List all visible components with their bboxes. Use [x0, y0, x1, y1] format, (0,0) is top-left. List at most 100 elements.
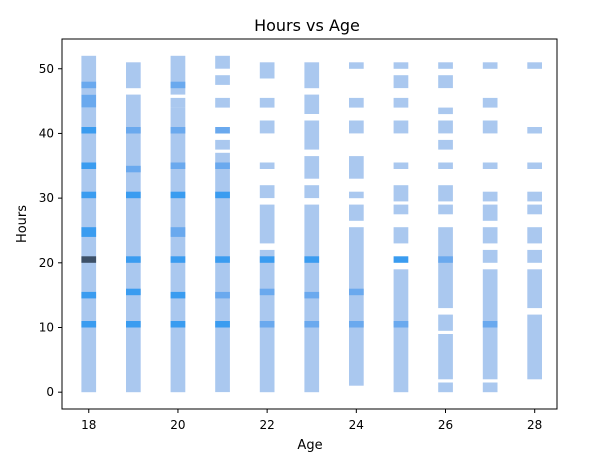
heatmap-cell: [126, 288, 141, 296]
heatmap-cell: [393, 321, 409, 328]
heatmap-cell: [215, 55, 230, 69]
heatmap-cells: [81, 55, 542, 393]
heatmap-cell: [304, 321, 320, 328]
heatmap-cell: [482, 227, 498, 244]
y-axis-ticks: 0 10 20 30 40 50: [39, 62, 62, 399]
heatmap-cell: [393, 97, 409, 108]
x-axis-label: Age: [297, 438, 322, 453]
heatmap-cell: [126, 127, 141, 134]
heatmap-cell: [482, 97, 498, 108]
heatmap-cell: [126, 94, 141, 393]
heatmap-cell: [81, 256, 97, 263]
heatmap-cell: [259, 97, 275, 108]
heatmap-cell: [81, 55, 97, 95]
heatmap-cell: [393, 75, 409, 89]
heatmap-cell: [527, 127, 542, 134]
heatmap-cell: [259, 62, 275, 79]
heatmap-cell: [126, 191, 141, 199]
heatmap-cell: [527, 191, 542, 202]
heatmap-cell: [527, 227, 542, 244]
heatmap-cell: [170, 191, 186, 199]
x-tick-label: 18: [81, 418, 96, 432]
heatmap-cell: [170, 81, 186, 89]
heatmap-cell: [170, 256, 186, 263]
heatmap-cell: [304, 217, 320, 393]
heatmap-cell: [259, 256, 275, 263]
heatmap-cell: [438, 62, 453, 69]
heatmap-cell: [393, 269, 409, 393]
heatmap-cell: [438, 256, 453, 263]
heatmap-cell: [215, 139, 230, 150]
y-tick-label: 30: [39, 191, 54, 205]
heatmap-cell: [170, 55, 186, 95]
heatmap-cell: [349, 204, 364, 221]
heatmap-cell: [126, 62, 141, 89]
heatmap-cell: [527, 62, 542, 69]
heatmap-cell: [482, 321, 498, 328]
heatmap-cell: [349, 97, 364, 108]
heatmap-cell: [438, 107, 453, 115]
plot-frame: [61, 38, 558, 410]
heatmap-cell: [438, 382, 453, 393]
heatmap-cell: [126, 256, 141, 263]
heatmap-cell: [170, 291, 186, 299]
heatmap-cell: [482, 162, 498, 169]
heatmap-cell: [527, 162, 542, 169]
heatmap-cell: [393, 227, 409, 244]
heatmap-cell: [170, 97, 186, 108]
x-tick-label: 28: [527, 418, 542, 432]
heatmap-cell: [349, 191, 364, 199]
heatmap-cell: [304, 291, 320, 299]
y-tick-label: 10: [39, 320, 54, 334]
heatmap-cell: [482, 382, 498, 393]
heatmap-cell: [438, 162, 453, 169]
heatmap-cell: [81, 191, 97, 199]
heatmap-cell: [393, 162, 409, 169]
heatmap-cell: [527, 249, 542, 263]
heatmap-cell: [393, 256, 409, 263]
heatmap-cell: [170, 127, 186, 134]
heatmap-cell: [349, 227, 364, 386]
heatmap-cell: [349, 288, 364, 296]
heatmap-cell: [304, 62, 320, 89]
heatmap-cell: [349, 62, 364, 69]
heatmap-cell: [527, 314, 542, 380]
heatmap-cell: [215, 321, 230, 328]
heatmap-cell: [259, 120, 275, 134]
x-axis-ticks: 18 20 22 24 26 28: [81, 409, 542, 432]
heatmap-cell: [482, 191, 498, 202]
heatmap-cell: [438, 120, 453, 134]
heatmap-cell: [438, 314, 453, 331]
heatmap-cell: [215, 256, 230, 263]
heatmap-cell: [527, 269, 542, 309]
heatmap-cell: [393, 204, 409, 215]
heatmap-cell: [349, 156, 364, 179]
heatmap-cell: [349, 321, 364, 328]
x-tick-label: 24: [349, 418, 364, 432]
heatmap-cell: [170, 321, 186, 328]
heatmap-cell: [259, 288, 275, 296]
heatmap-cell: [527, 204, 542, 215]
heatmap-cell: [482, 204, 498, 221]
heatmap-cell: [304, 204, 320, 218]
heatmap-cell: [81, 162, 97, 169]
heatmap-cell: [349, 120, 364, 134]
heatmap-cell: [393, 185, 409, 202]
heatmap-cell: [259, 321, 275, 328]
heatmap-cell: [215, 152, 230, 393]
heatmap-cell: [126, 321, 141, 328]
y-tick-label: 40: [39, 126, 54, 140]
heatmap-cell: [215, 191, 230, 199]
chart-title: Hours vs Age: [254, 16, 360, 35]
x-tick-label: 26: [438, 418, 453, 432]
heatmap-cell: [81, 227, 97, 237]
heatmap-cell: [438, 227, 453, 309]
heatmap-cell: [215, 291, 230, 299]
heatmap-cell: [304, 94, 320, 114]
heatmap-cell: [393, 62, 409, 69]
heatmap-cell: [482, 249, 498, 263]
heatmap-cell: [482, 62, 498, 69]
y-axis-label: Hours: [15, 205, 30, 243]
heatmap-cell: [215, 97, 230, 108]
